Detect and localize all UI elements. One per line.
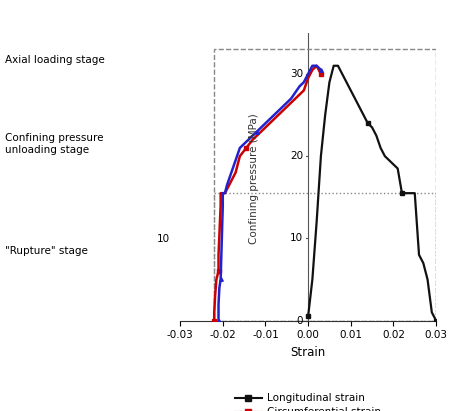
- Circumferential strain: [212, 293, 218, 298]
- Circumferential strain: [305, 76, 311, 81]
- Longitudinal strain: [395, 166, 401, 171]
- Circumferential strain: [213, 277, 219, 282]
- Circumferential strain: [284, 104, 290, 109]
- Longitudinal strain: [361, 113, 366, 118]
- Longitudinal strain: [369, 125, 375, 130]
- Bar: [214, 193, 436, 321]
- Longitudinal strain: [429, 310, 435, 315]
- Longitudinal strain: [425, 277, 430, 282]
- Volumetric strain: [220, 191, 226, 196]
- Volumetric strain: [305, 72, 311, 76]
- Line: Volumetric strain: Volumetric strain: [217, 64, 323, 322]
- Volumetric strain: [280, 104, 285, 109]
- X-axis label: Strain: Strain: [291, 346, 326, 359]
- Longitudinal strain: [374, 133, 379, 138]
- Circumferential strain: [318, 72, 324, 76]
- Longitudinal strain: [339, 72, 345, 76]
- Circumferential strain: [275, 113, 281, 118]
- Line: Circumferential strain: Circumferential strain: [212, 64, 323, 322]
- Volumetric strain: [224, 182, 230, 187]
- Volumetric strain: [217, 285, 222, 290]
- Text: 30: 30: [290, 69, 303, 79]
- Circumferential strain: [228, 178, 234, 183]
- Longitudinal strain: [331, 63, 337, 68]
- Longitudinal strain: [378, 145, 383, 150]
- Longitudinal strain: [416, 252, 422, 257]
- Circumferential strain: [216, 252, 221, 257]
- Bar: [214, 49, 436, 321]
- Text: Confining pressure
unloading stage: Confining pressure unloading stage: [5, 133, 103, 155]
- Circumferential strain: [218, 203, 224, 208]
- Circumferential strain: [258, 129, 264, 134]
- Longitudinal strain: [365, 121, 371, 126]
- Volumetric strain: [246, 137, 251, 142]
- Line: Longitudinal strain: Longitudinal strain: [306, 64, 438, 322]
- Longitudinal strain: [399, 191, 405, 196]
- Longitudinal strain: [314, 219, 319, 224]
- Longitudinal strain: [310, 277, 315, 282]
- Longitudinal strain: [386, 158, 392, 163]
- Circumferential strain: [301, 88, 307, 93]
- Longitudinal strain: [318, 154, 324, 159]
- Longitudinal strain: [382, 154, 388, 159]
- Circumferential strain: [314, 63, 319, 68]
- Circumferential strain: [216, 269, 221, 274]
- Longitudinal strain: [356, 104, 362, 109]
- Longitudinal strain: [408, 191, 413, 196]
- Volumetric strain: [301, 80, 307, 85]
- Longitudinal strain: [344, 80, 349, 85]
- Longitudinal strain: [327, 80, 332, 85]
- Volumetric strain: [216, 302, 221, 307]
- Longitudinal strain: [352, 96, 358, 101]
- Circumferential strain: [224, 187, 230, 192]
- Volumetric strain: [216, 318, 221, 323]
- Text: Confining pressure (MPa): Confining pressure (MPa): [248, 113, 259, 244]
- Volumetric strain: [222, 191, 228, 196]
- Circumferential strain: [218, 191, 224, 196]
- Circumferential strain: [237, 154, 243, 159]
- Circumferential strain: [211, 318, 217, 323]
- Text: 0: 0: [296, 316, 303, 326]
- Circumferential strain: [233, 170, 238, 175]
- Volumetric strain: [310, 63, 315, 68]
- Volumetric strain: [288, 96, 294, 101]
- Longitudinal strain: [420, 261, 426, 266]
- Volumetric strain: [271, 113, 277, 118]
- Volumetric strain: [228, 170, 234, 175]
- Circumferential strain: [244, 145, 249, 150]
- Longitudinal strain: [322, 113, 328, 118]
- Longitudinal strain: [433, 318, 439, 323]
- Volumetric strain: [220, 203, 226, 208]
- Circumferential strain: [267, 121, 273, 126]
- Text: 10: 10: [290, 233, 303, 243]
- Longitudinal strain: [335, 63, 341, 68]
- Text: "Rupture" stage: "Rupture" stage: [5, 246, 88, 256]
- Longitudinal strain: [403, 191, 409, 196]
- Circumferential strain: [292, 96, 298, 101]
- Text: 20: 20: [290, 151, 303, 161]
- Longitudinal strain: [391, 162, 396, 167]
- Volumetric strain: [263, 121, 268, 126]
- Volumetric strain: [233, 158, 238, 163]
- Volumetric strain: [237, 145, 243, 150]
- Volumetric strain: [254, 129, 260, 134]
- Circumferential strain: [222, 191, 228, 196]
- Legend: Longitudinal strain, Circumferential strain, Volumetric strain: Longitudinal strain, Circumferential str…: [231, 389, 385, 411]
- Volumetric strain: [314, 63, 319, 68]
- Volumetric strain: [218, 277, 224, 282]
- Longitudinal strain: [305, 314, 311, 319]
- Volumetric strain: [297, 84, 302, 89]
- Circumferential strain: [310, 67, 315, 72]
- Circumferential strain: [250, 137, 255, 142]
- Circumferential strain: [220, 191, 226, 196]
- Longitudinal strain: [412, 191, 418, 196]
- Circumferential strain: [211, 310, 217, 315]
- Text: Axial loading stage: Axial loading stage: [5, 55, 104, 65]
- Volumetric strain: [318, 67, 324, 72]
- Longitudinal strain: [348, 88, 354, 93]
